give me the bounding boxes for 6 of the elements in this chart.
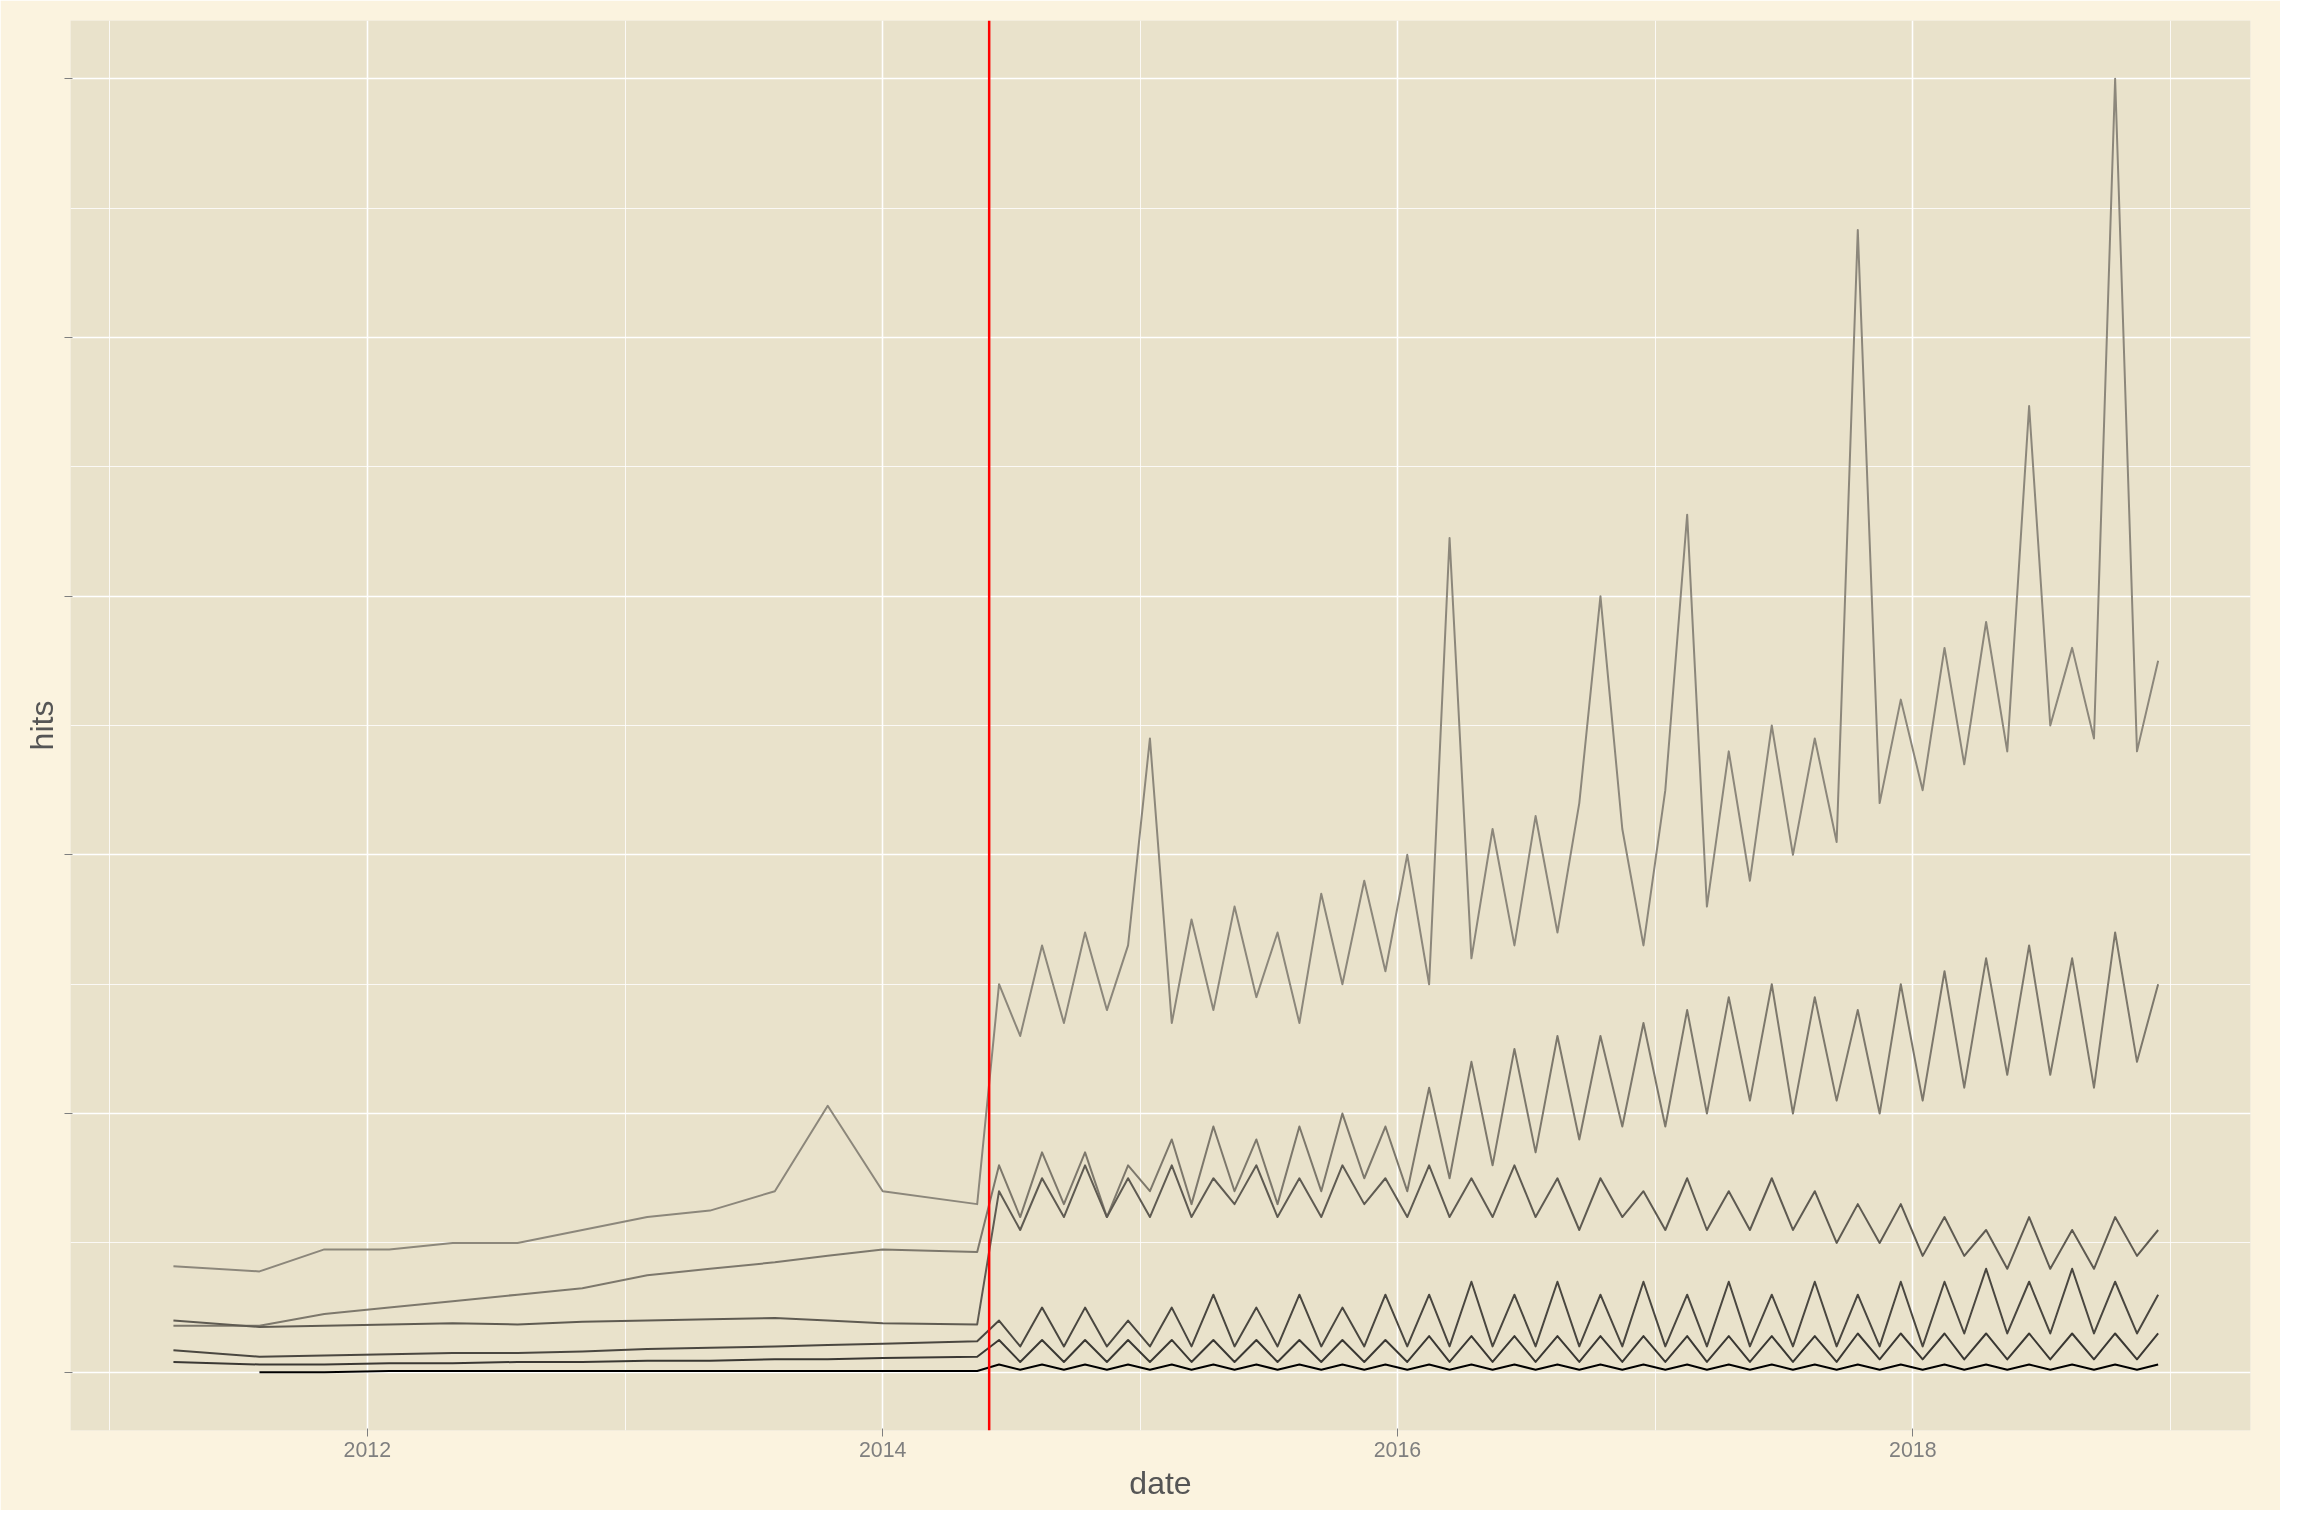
x-tick-label: 2014 <box>858 1437 907 1462</box>
x-tick-label: 2016 <box>1373 1437 1422 1462</box>
x-tick-label: 2012 <box>343 1437 392 1462</box>
y-axis-title: hits <box>23 700 60 751</box>
x-axis-title: date <box>1129 1464 1192 1501</box>
x-tick-label: 2018 <box>1889 1437 1937 1462</box>
